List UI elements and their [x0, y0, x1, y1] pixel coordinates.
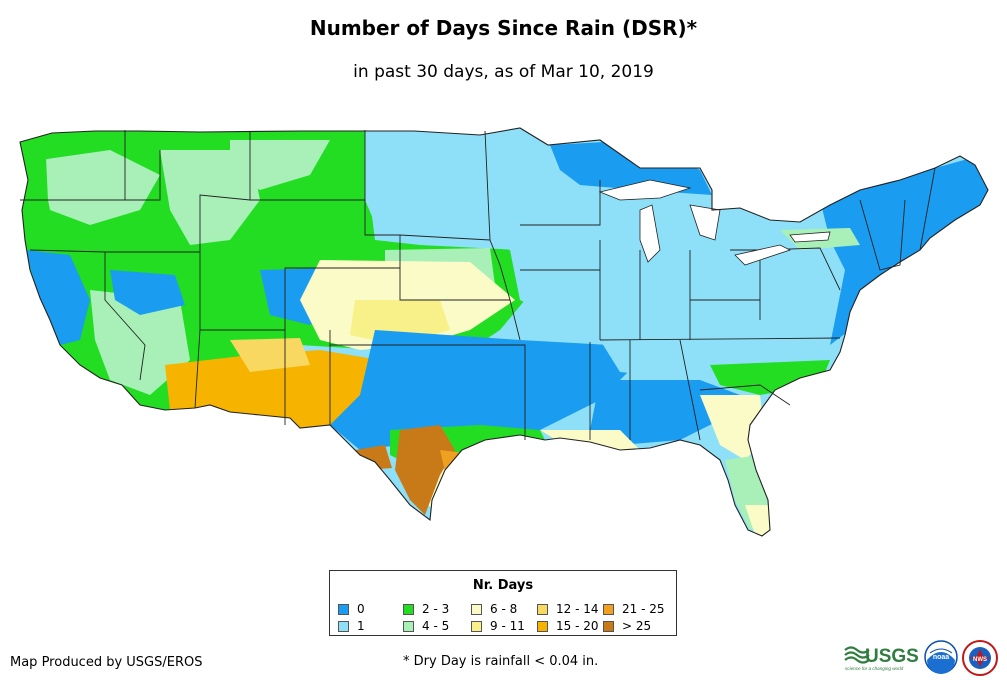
legend-item-4-5: 4 - 5 [403, 619, 449, 633]
legend-item-2-3: 2 - 3 [403, 602, 449, 616]
lake-ontario [789, 231, 831, 243]
usgs-logo-tagline: science for a changing world [845, 666, 904, 671]
usgs-wave-icon [844, 646, 870, 664]
legend-swatch-12-14 [537, 603, 548, 615]
great-lakes [598, 179, 831, 266]
legend-label-0: 0 [357, 602, 365, 616]
legend-swatch-gt25 [603, 620, 614, 632]
legend-label-12-14: 12 - 14 [556, 602, 599, 616]
legend-item-gt25: > 25 [603, 619, 651, 633]
legend-label-gt25: > 25 [622, 619, 652, 633]
lake-superior [598, 179, 692, 201]
region-nv-blue [110, 270, 185, 315]
lake-erie [734, 244, 792, 266]
legend-item-15-20: 15 - 20 [537, 619, 599, 633]
map-credit: Map Produced by USGS/EROS [10, 655, 203, 670]
legend-swatch-6-8 [471, 603, 482, 615]
us-dsr-map [19, 127, 989, 537]
legend-swatch-2-3 [403, 603, 414, 615]
region-tx-brown [395, 425, 455, 515]
region-ca-blue [25, 250, 90, 345]
legend-item-12-14: 12 - 14 [537, 602, 599, 616]
region-tx-orange [440, 450, 480, 485]
usgs-logo: USGS science for a changing world [844, 646, 919, 671]
region-mt-lightgreen [230, 140, 330, 190]
legend-swatch-21-25 [603, 603, 614, 615]
noaa-logo: noaa [924, 640, 958, 674]
legend-label-4-5: 4 - 5 [422, 619, 450, 633]
region-sw-orange-2 [230, 338, 310, 372]
legend-swatch-1 [338, 620, 349, 632]
legend-swatch-4-5 [403, 620, 414, 632]
region-fl-yellow [745, 505, 770, 535]
region-gb-lightgreen [90, 290, 190, 395]
map-subtitle: in past 30 days, as of Mar 10, 2019 [353, 62, 654, 82]
legend-label-2-3: 2 - 3 [422, 602, 450, 616]
map-title: Number of Days Since Rain (DSR)* [309, 16, 698, 40]
usgs-logo-text: USGS [865, 646, 919, 667]
legend-swatch-15-20 [537, 620, 548, 632]
legend-label-1: 1 [357, 619, 365, 633]
legend: Nr. Days 0 1 2 - 3 4 - 5 6 - 8 9 - 11 12… [329, 570, 677, 636]
legend-item-0: 0 [338, 602, 365, 616]
noaa-logo-text: noaa [933, 654, 949, 661]
lake-huron [689, 204, 721, 241]
legend-swatch-0 [338, 603, 349, 615]
legend-title: Nr. Days [472, 578, 534, 593]
legend-item-9-11: 9 - 11 [471, 619, 525, 633]
legend-label-15-20: 15 - 20 [556, 619, 599, 633]
region-north-lightblue [365, 130, 620, 320]
region-mn-blue [550, 140, 712, 195]
region-south-blue [330, 330, 640, 450]
map-footnote: * Dry Day is rainfall < 0.04 in. [403, 654, 599, 669]
legend-item-21-25: 21 - 25 [603, 602, 665, 616]
legend-label-21-25: 21 - 25 [622, 602, 665, 616]
region-nw-lightgreen [40, 150, 160, 225]
region-ne-blue [820, 150, 988, 345]
legend-label-6-8: 6 - 8 [490, 602, 518, 616]
legend-item-1: 1 [338, 619, 365, 633]
legend-swatch-9-11 [471, 620, 482, 632]
nws-logo: NWS [962, 640, 998, 676]
legend-label-9-11: 9 - 11 [490, 619, 525, 633]
lake-michigan [639, 204, 661, 263]
region-coastal-green [20, 135, 50, 250]
nws-logo-text: NWS [973, 657, 987, 663]
state-borders [20, 130, 936, 441]
legend-item-6-8: 6 - 8 [471, 602, 517, 616]
